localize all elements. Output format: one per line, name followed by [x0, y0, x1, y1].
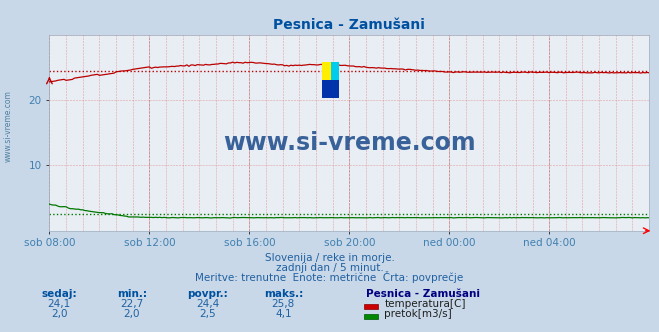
Text: pretok[m3/s]: pretok[m3/s]: [384, 309, 452, 319]
Text: 24,4: 24,4: [196, 299, 219, 309]
Text: sedaj:: sedaj:: [42, 289, 77, 299]
Text: maks.:: maks.:: [264, 289, 303, 299]
Text: Meritve: trenutne  Enote: metrične  Črta: povprečje: Meritve: trenutne Enote: metrične Črta: …: [195, 271, 464, 283]
Text: Pesnica - Zamušani: Pesnica - Zamušani: [366, 289, 480, 299]
Text: Slovenija / reke in morje.: Slovenija / reke in morje.: [264, 253, 395, 263]
Text: min.:: min.:: [117, 289, 147, 299]
Text: povpr.:: povpr.:: [187, 289, 228, 299]
Text: 4,1: 4,1: [275, 309, 292, 319]
Text: 2,0: 2,0: [123, 309, 140, 319]
Text: 2,5: 2,5: [199, 309, 216, 319]
Text: 2,0: 2,0: [51, 309, 68, 319]
Text: zadnji dan / 5 minut.: zadnji dan / 5 minut.: [275, 263, 384, 273]
Text: www.si-vreme.com: www.si-vreme.com: [223, 130, 476, 155]
Text: 25,8: 25,8: [272, 299, 295, 309]
Text: 22,7: 22,7: [120, 299, 144, 309]
Text: www.si-vreme.com: www.si-vreme.com: [4, 90, 13, 162]
Text: temperatura[C]: temperatura[C]: [384, 299, 466, 309]
Title: Pesnica - Zamušani: Pesnica - Zamušani: [273, 18, 425, 32]
Text: 24,1: 24,1: [47, 299, 71, 309]
